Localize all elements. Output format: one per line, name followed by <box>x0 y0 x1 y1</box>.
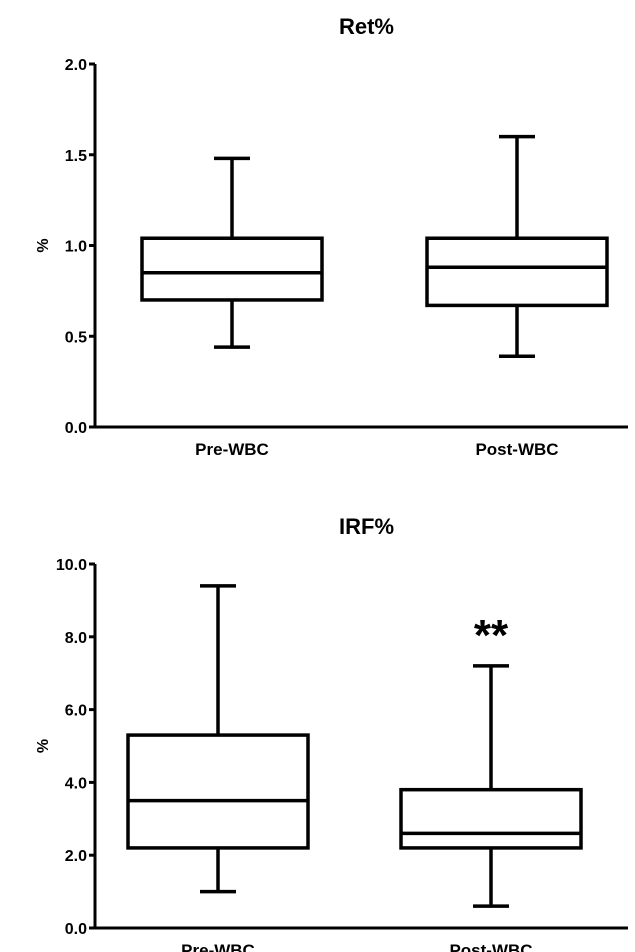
chart1-y-tick-label: 0.5 <box>65 329 87 346</box>
chart2-y-tick-label: 2.0 <box>65 848 87 865</box>
chart1-y-tick-label: 0.0 <box>65 420 87 437</box>
irf-chart: IRF%% 0.0 2.0 4.0 6.0 8.0 10.0 Pre-WBC Post-WBC *… <box>0 476 635 952</box>
chart2-box-post-wbc <box>401 666 581 906</box>
chart2-y-tick-label: 4.0 <box>65 775 87 792</box>
iqr-box <box>142 238 322 300</box>
chart2-x-tick-label: Pre-WBC <box>181 941 255 952</box>
iqr-box <box>128 735 308 848</box>
chart1-box-pre-wbc <box>142 158 322 347</box>
chart2-x-tick-label: Post-WBC <box>449 941 532 952</box>
chart1-title: Ret% <box>339 14 394 39</box>
chart1-box-post-wbc <box>427 137 607 357</box>
chart1-y-tick-label: 2.0 <box>65 57 87 74</box>
chart2-significance-annotation: ** <box>474 611 509 660</box>
chart2-y-tick-label: 10.0 <box>56 557 87 574</box>
chart2-y-tick-label: 0.0 <box>65 921 87 938</box>
iqr-box <box>427 238 607 305</box>
chart2-y-axis-label: % <box>35 739 52 753</box>
chart1-y-tick-label: 1.0 <box>65 239 87 256</box>
chart2-y-tick-label: 6.0 <box>65 703 87 720</box>
chart1-y-tick-label: 1.5 <box>65 148 87 165</box>
iqr-box <box>401 790 581 848</box>
chart2-title: IRF% <box>339 514 394 539</box>
chart1-x-tick-label: Post-WBC <box>475 440 558 459</box>
chart2-y-tick-label: 8.0 <box>65 630 87 647</box>
ret-chart: Ret%% 0.0 0.5 1.0 1.5 2.0 Pre-WBC Post-WBC <box>0 0 635 476</box>
chart1-y-axis-label: % <box>35 238 52 252</box>
chart1-x-tick-label: Pre-WBC <box>195 440 269 459</box>
chart2-box-pre-wbc <box>128 586 308 892</box>
